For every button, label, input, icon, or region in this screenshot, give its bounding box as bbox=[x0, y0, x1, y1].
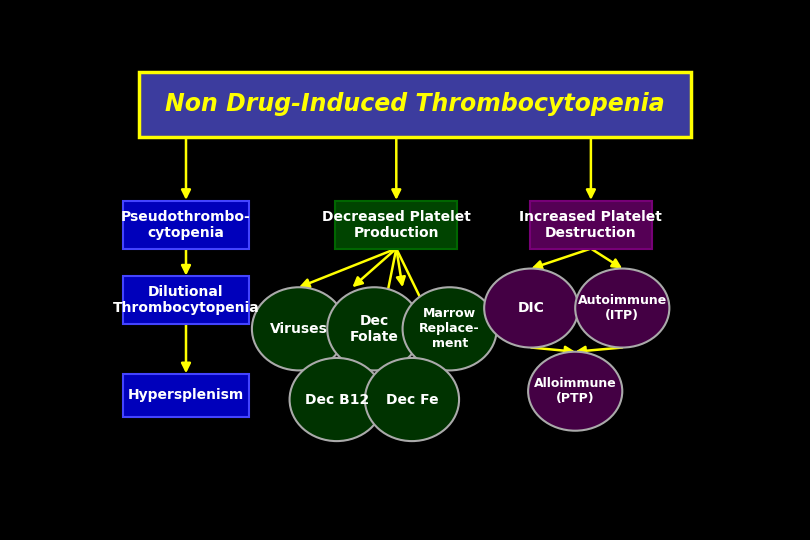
Ellipse shape bbox=[403, 287, 497, 370]
Text: Autoimmune
(ITP): Autoimmune (ITP) bbox=[578, 294, 667, 322]
Ellipse shape bbox=[484, 268, 578, 348]
Text: Increased Platelet
Destruction: Increased Platelet Destruction bbox=[519, 210, 663, 240]
FancyBboxPatch shape bbox=[139, 72, 691, 137]
FancyBboxPatch shape bbox=[123, 374, 249, 417]
Text: Viruses: Viruses bbox=[270, 322, 328, 336]
Text: Decreased Platelet
Production: Decreased Platelet Production bbox=[322, 210, 471, 240]
Ellipse shape bbox=[528, 352, 622, 431]
Text: Dec B12: Dec B12 bbox=[305, 393, 369, 407]
Text: Dec
Folate: Dec Folate bbox=[350, 314, 399, 344]
Ellipse shape bbox=[364, 358, 459, 441]
Ellipse shape bbox=[290, 358, 384, 441]
FancyBboxPatch shape bbox=[123, 201, 249, 249]
FancyBboxPatch shape bbox=[335, 201, 458, 249]
Ellipse shape bbox=[575, 268, 669, 348]
Text: Non Drug-Induced Thrombocytopenia: Non Drug-Induced Thrombocytopenia bbox=[165, 92, 665, 116]
FancyBboxPatch shape bbox=[530, 201, 652, 249]
Text: Pseudothrombo-
cytopenia: Pseudothrombo- cytopenia bbox=[122, 210, 251, 240]
FancyBboxPatch shape bbox=[123, 276, 249, 323]
Text: Marrow
Replace-
ment: Marrow Replace- ment bbox=[420, 307, 480, 350]
Text: Alloimmune
(PTP): Alloimmune (PTP) bbox=[534, 377, 616, 405]
Text: Dilutional
Thrombocytopenia: Dilutional Thrombocytopenia bbox=[113, 285, 259, 315]
Ellipse shape bbox=[327, 287, 421, 370]
Text: Hypersplenism: Hypersplenism bbox=[128, 388, 244, 402]
Ellipse shape bbox=[252, 287, 346, 370]
Text: DIC: DIC bbox=[518, 301, 544, 315]
Text: Dec Fe: Dec Fe bbox=[386, 393, 438, 407]
